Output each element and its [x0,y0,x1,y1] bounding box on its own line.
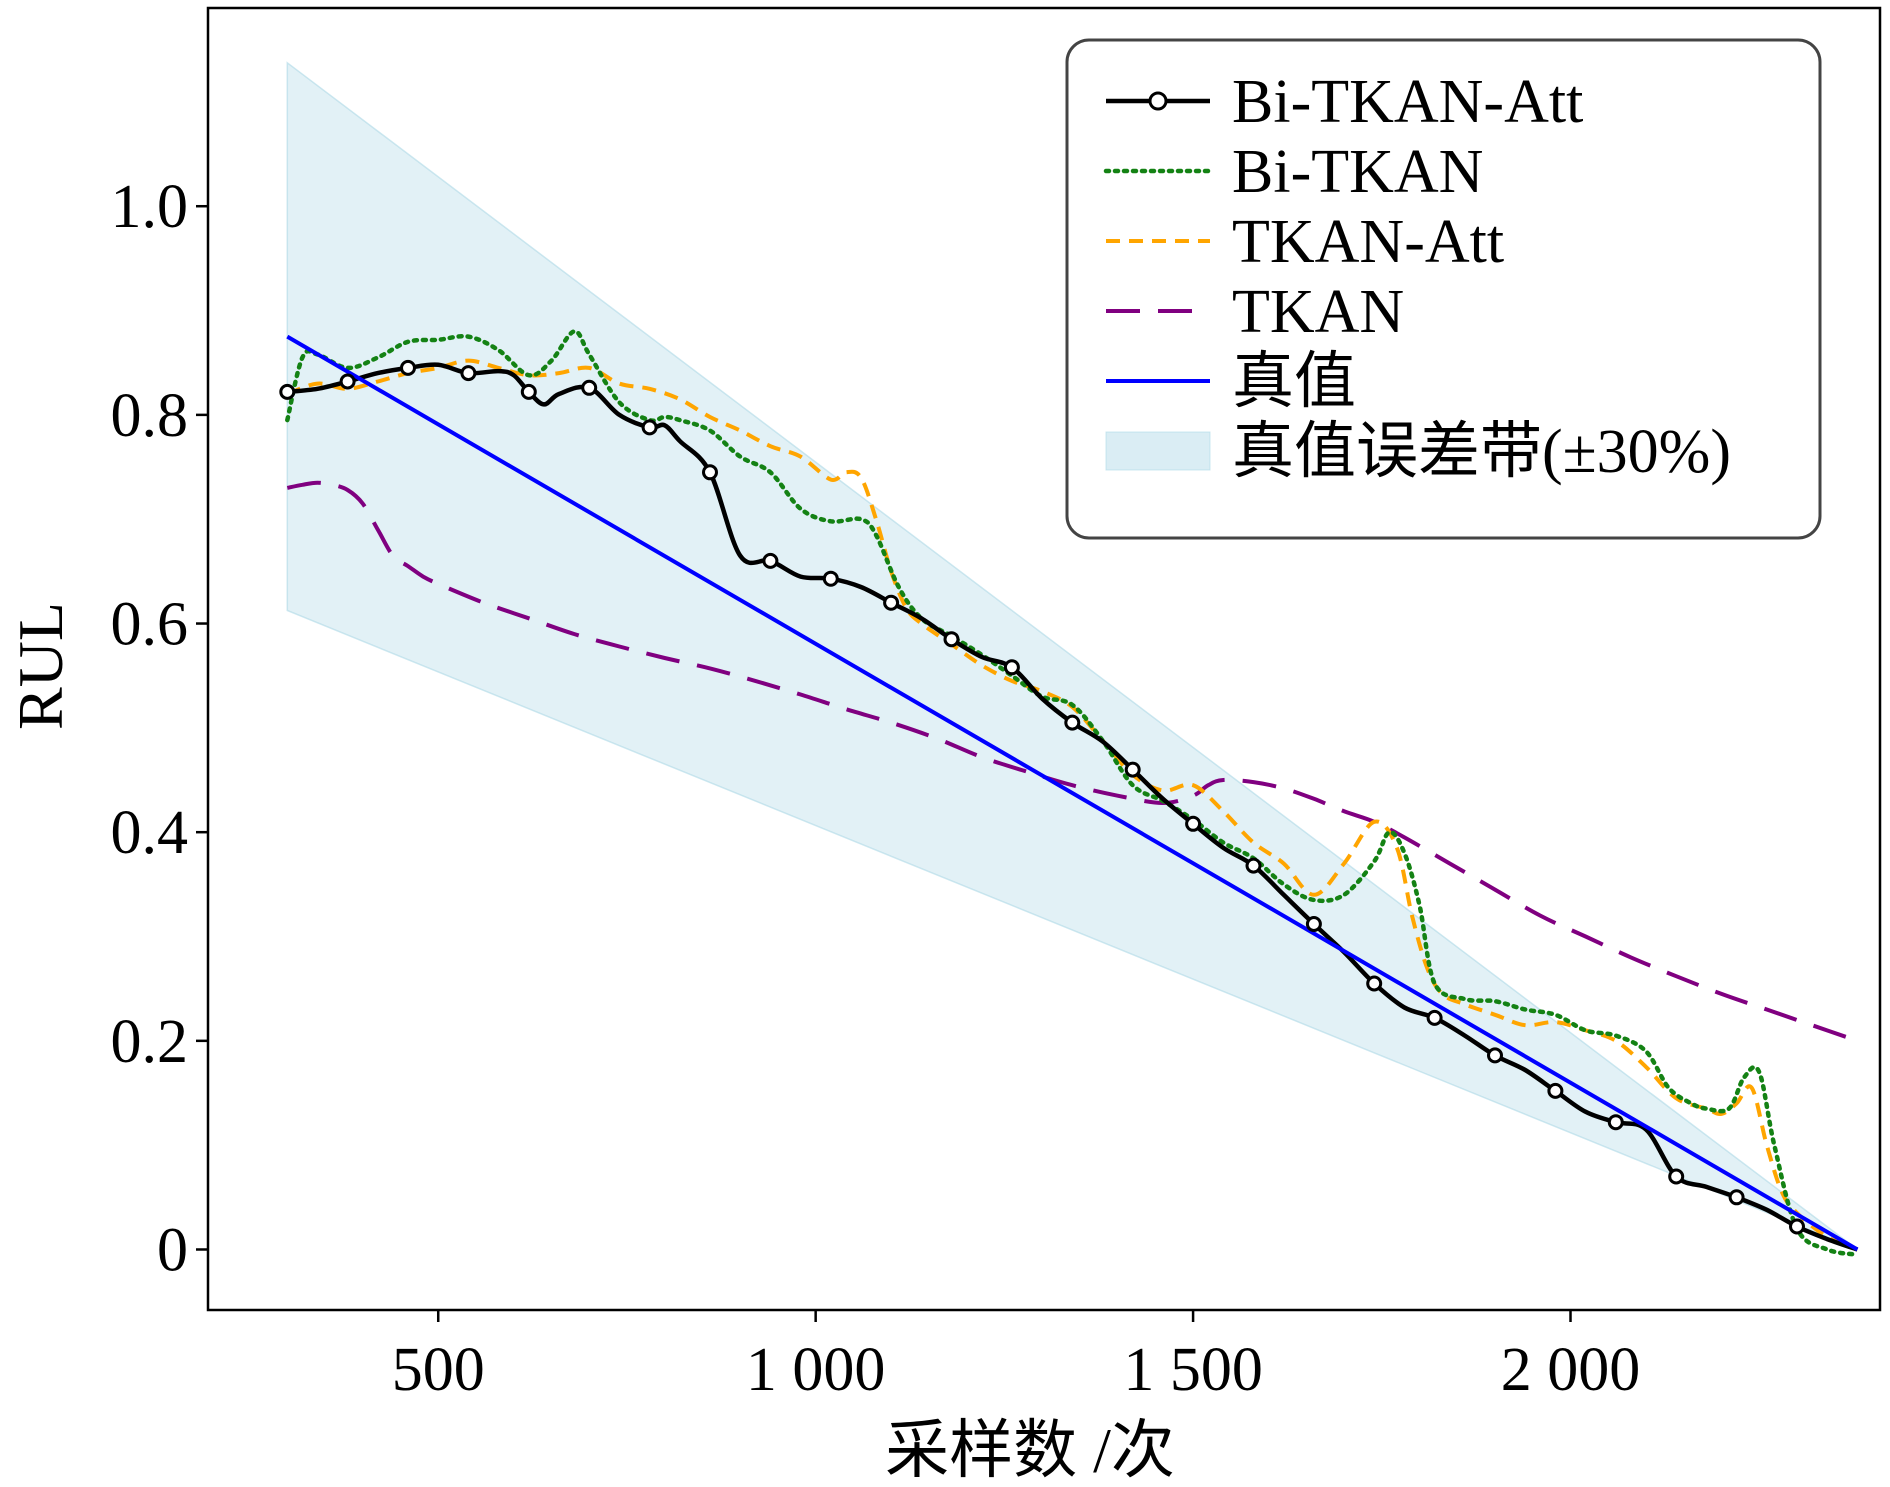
x-tick-label: 2 000 [1501,1336,1641,1404]
series-marker-bi-tkan-att [1245,857,1262,874]
y-tick-label: 0 [157,1216,188,1284]
series-marker-bi-tkan-att [1366,975,1383,992]
series-marker-bi-tkan-att [520,383,537,400]
y-tick-label: 1.0 [111,173,189,241]
series-marker-bi-tkan-att [1003,659,1020,676]
legend-label-tkan-att: TKAN-Att [1232,208,1504,276]
y-tick-label: 0.6 [111,591,189,659]
x-axis-label: 采样数 /次 [885,1415,1175,1486]
series-marker-bi-tkan-att [400,359,416,376]
series-marker-bi-tkan-att [822,570,839,587]
legend-label-ground-truth: 真值 [1232,348,1356,416]
legend-label-bi-tkan-att: Bi-TKAN-Att [1232,68,1583,136]
x-tick-label: 1 500 [1123,1336,1263,1404]
series-marker-bi-tkan-att [1426,1009,1443,1026]
y-axis-ticks: 0 0.2 0.4 0.6 0.8 1.0 [111,173,208,1284]
series-marker-bi-tkan-att [883,594,900,611]
series-marker-bi-tkan-att [943,631,960,648]
series-line-ground-truth [286,334,1859,1252]
series-line-tkan [286,480,1859,1043]
x-tick-label: 500 [392,1336,485,1404]
series-marker-bi-tkan-att [1668,1168,1685,1185]
legend-label-tkan: TKAN [1232,278,1404,346]
series-marker-bi-tkan-att [1547,1082,1564,1099]
series-marker-bi-tkan-att [460,365,477,382]
series-marker-bi-tkan-att [1305,916,1322,932]
x-tick-label: 1 000 [746,1336,886,1404]
series-marker-bi-tkan-att [1185,815,1202,832]
series-marker-bi-tkan-att [1607,1114,1624,1131]
y-tick-label: 0.4 [111,799,189,867]
series-marker-bi-tkan-att [1789,1218,1805,1235]
series-marker-bi-tkan-att [1064,714,1081,731]
series-marker-bi-tkan-att [279,383,296,400]
series-marker-bi-tkan-att [702,464,718,481]
x-axis-ticks: 500 1 000 1 500 2 000 [392,1310,1641,1404]
y-axis-label: RUL [5,602,76,730]
series-line-bi-tkan [285,329,1860,1257]
series-marker-bi-tkan-att [762,552,779,569]
legend-marker [1148,91,1168,111]
series-layer [285,329,1860,1257]
series-marker-bi-tkan-att [1124,761,1141,778]
y-tick-label: 0.8 [111,382,189,450]
legend-label-bi-tkan: Bi-TKAN [1232,138,1483,206]
legend-box [1065,38,1822,540]
series-marker-bi-tkan-att [641,419,658,436]
legend: Bi-TKAN-AttBi-TKANTKAN-AttTKAN真值真值误差带(±3… [1065,38,1822,540]
series-marker-bi-tkan-att [339,373,356,390]
legend-label-error-band: 真值误差带(±30%) [1232,418,1731,486]
plot-area-frame [206,6,1882,1312]
legend-entries: Bi-TKAN-AttBi-TKANTKAN-AttTKAN真值真值误差带(±3… [1103,68,1731,486]
marker-layer [279,359,1805,1235]
series-marker-bi-tkan-att [581,379,598,396]
series-marker-bi-tkan-att [1728,1189,1745,1206]
legend-handle-error-band [1105,431,1211,471]
series-marker-bi-tkan-att [1487,1047,1503,1064]
y-tick-label: 0.2 [111,1008,189,1076]
